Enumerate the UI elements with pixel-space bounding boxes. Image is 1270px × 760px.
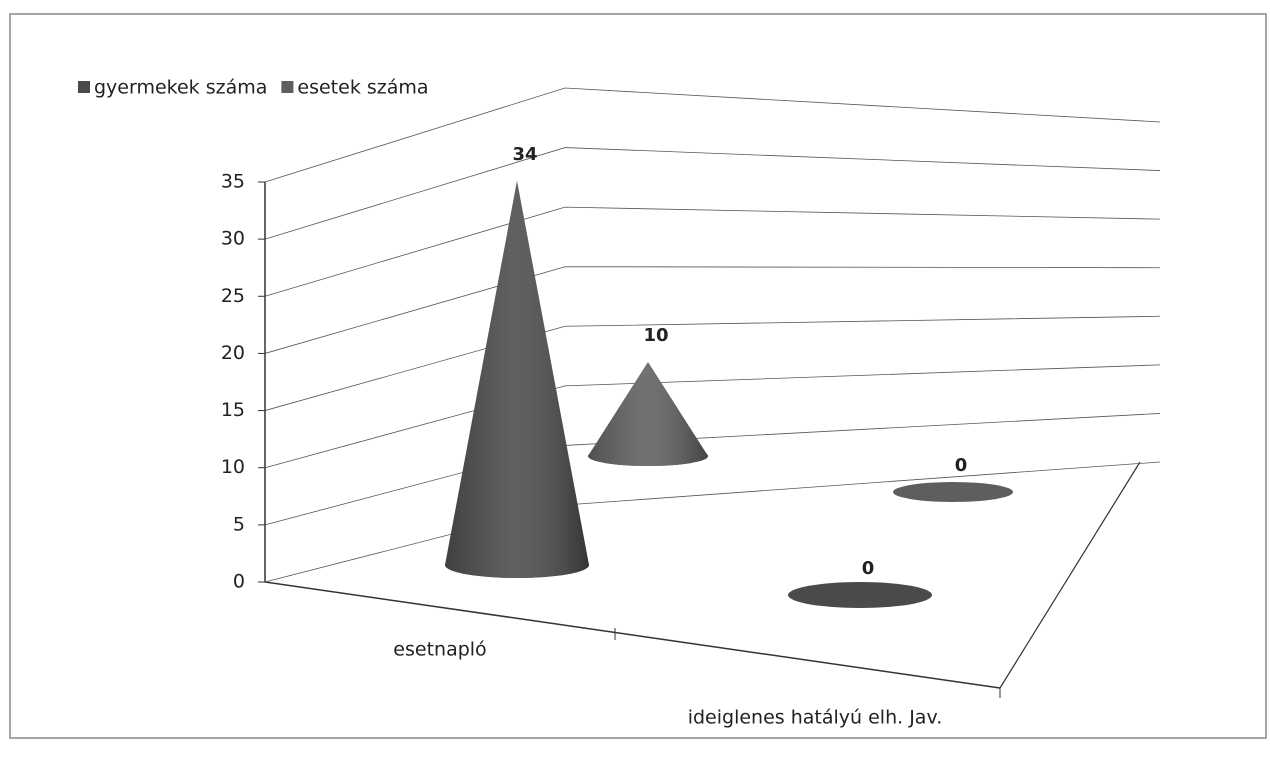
- grid-line: [264, 461, 1161, 583]
- y-tick-label: 5: [233, 513, 245, 535]
- cone-shade: [588, 362, 708, 466]
- cone: [445, 180, 589, 578]
- y-tick-label: 35: [221, 171, 245, 193]
- value-label: 0: [862, 558, 875, 579]
- y-tick-label: 25: [221, 285, 245, 307]
- grid-line: [264, 266, 1161, 354]
- grid-line: [264, 364, 1161, 469]
- x-tick-label: esetnapló: [393, 639, 486, 661]
- x-tick-label: ideiglenes hatályú elh. Jav.: [688, 707, 943, 729]
- y-tick-label: 0: [233, 571, 245, 593]
- legend-label: gyermekek száma: [94, 77, 267, 99]
- legend-swatch: [78, 81, 90, 93]
- cone-base: [788, 582, 932, 608]
- y-tick-label: 10: [221, 456, 245, 478]
- cone: [893, 482, 1013, 502]
- cone-base: [893, 482, 1013, 502]
- value-label: 34: [512, 144, 537, 165]
- grid-line: [264, 87, 1161, 183]
- cone-shade: [445, 180, 589, 578]
- chart-border: [9, 13, 1267, 739]
- cone: [788, 582, 932, 608]
- y-tick-label: 20: [221, 342, 245, 364]
- walls: [264, 182, 1141, 698]
- grid-line: [264, 315, 1161, 411]
- legend-label: esetek száma: [297, 77, 428, 99]
- legend-swatch: [281, 81, 294, 93]
- value-label: 0: [955, 455, 968, 476]
- y-tick-label: 15: [221, 399, 245, 421]
- grid-line: [264, 206, 1161, 297]
- grid-line: [264, 147, 1161, 240]
- value-label: 10: [643, 325, 668, 346]
- floor-edge: [999, 461, 1141, 689]
- grid-line: [264, 413, 1161, 526]
- y-tick-label: 30: [221, 228, 245, 250]
- cone: [588, 362, 708, 466]
